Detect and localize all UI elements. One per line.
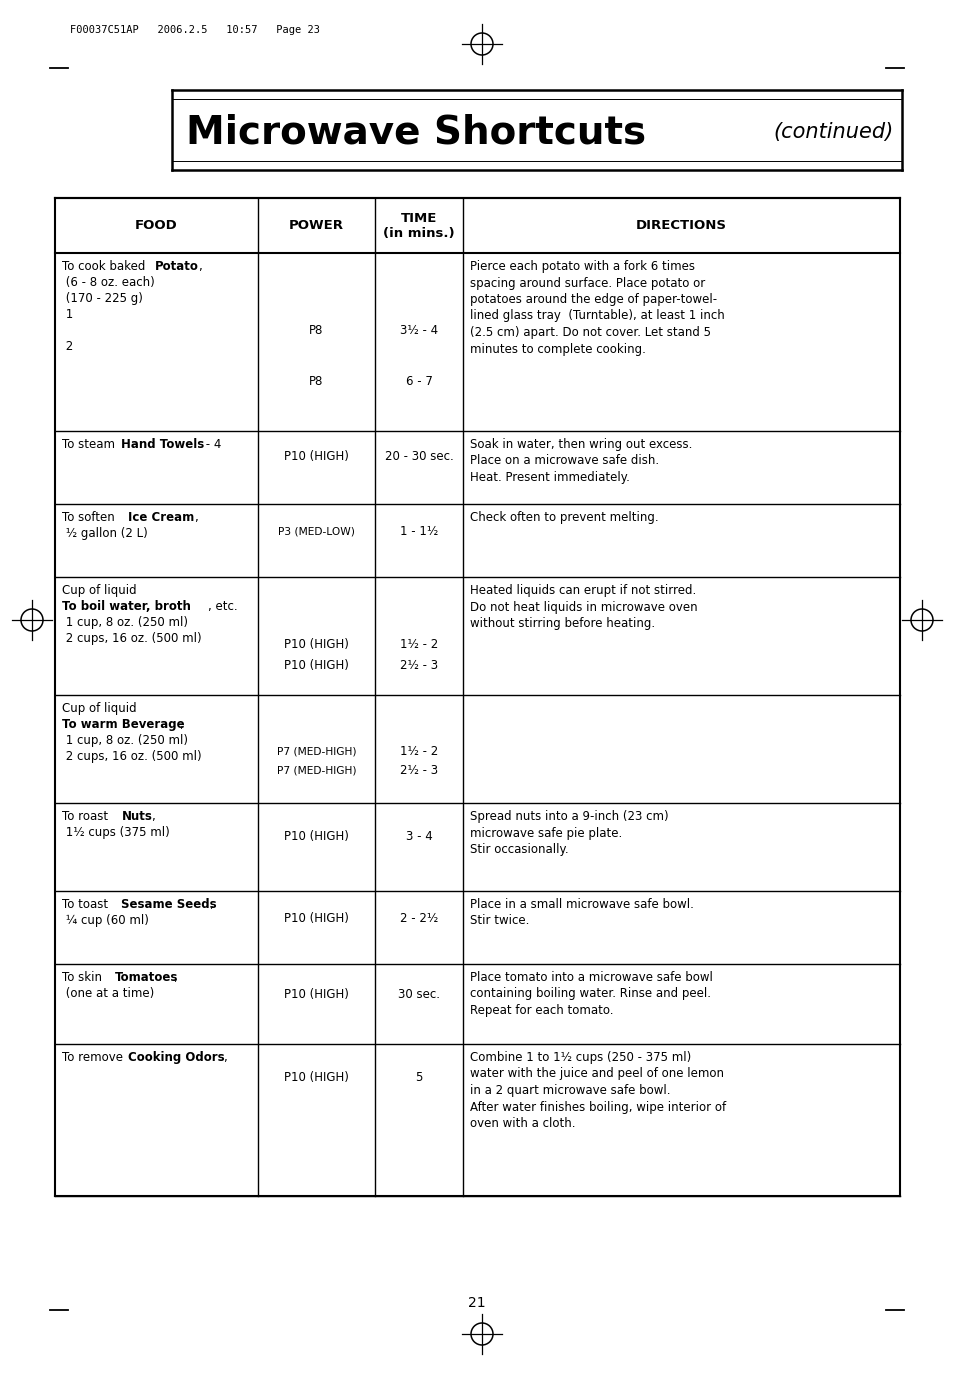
Text: Cooking Odors: Cooking Odors xyxy=(128,1051,225,1064)
Text: , etc.: , etc. xyxy=(208,600,237,613)
Text: P10 (HIGH): P10 (HIGH) xyxy=(284,830,349,844)
Text: 1: 1 xyxy=(62,308,73,321)
Text: 2: 2 xyxy=(62,340,73,353)
Text: Pierce each potato with a fork 6 times
spacing around surface. Place potato or
p: Pierce each potato with a fork 6 times s… xyxy=(470,260,724,355)
Text: To roast: To roast xyxy=(62,810,112,823)
Text: POWER: POWER xyxy=(289,219,344,232)
Text: ½ gallon (2 L): ½ gallon (2 L) xyxy=(62,527,148,539)
Text: 5: 5 xyxy=(415,1070,422,1084)
Text: To cook baked: To cook baked xyxy=(62,260,149,272)
Text: 1 cup, 8 oz. (250 ml): 1 cup, 8 oz. (250 ml) xyxy=(62,615,188,629)
Text: 2 - 2½: 2 - 2½ xyxy=(399,913,437,925)
Text: TIME
(in mins.): TIME (in mins.) xyxy=(383,212,455,239)
Text: 30 sec.: 30 sec. xyxy=(397,987,439,1001)
Text: To toast: To toast xyxy=(62,898,112,911)
Text: ,: , xyxy=(151,810,154,823)
Text: Cup of liquid: Cup of liquid xyxy=(62,703,136,715)
Text: (6 - 8 oz. each): (6 - 8 oz. each) xyxy=(62,277,154,289)
Text: 1 - 1½: 1 - 1½ xyxy=(399,526,437,538)
Text: Spread nuts into a 9-inch (23 cm)
microwave safe pie plate.
Stir occasionally.: Spread nuts into a 9-inch (23 cm) microw… xyxy=(470,810,668,856)
Text: - 4: - 4 xyxy=(202,438,221,451)
Text: Nuts: Nuts xyxy=(121,810,152,823)
Text: (170 - 225 g): (170 - 225 g) xyxy=(62,292,143,304)
Text: To remove: To remove xyxy=(62,1051,127,1064)
Text: 6 - 7: 6 - 7 xyxy=(405,375,432,387)
Text: P8: P8 xyxy=(309,375,323,387)
Text: F00037C51AP   2006.2.5   10:57   Page 23: F00037C51AP 2006.2.5 10:57 Page 23 xyxy=(70,25,319,35)
Text: P7 (MED-HIGH): P7 (MED-HIGH) xyxy=(276,747,355,757)
Text: To skin: To skin xyxy=(62,971,106,983)
Text: To steam: To steam xyxy=(62,438,118,451)
Text: 1 cup, 8 oz. (250 ml): 1 cup, 8 oz. (250 ml) xyxy=(62,734,188,747)
Text: To warm Beverage: To warm Beverage xyxy=(62,718,185,732)
Text: ,: , xyxy=(179,718,183,732)
Text: 2½ - 3: 2½ - 3 xyxy=(399,660,437,672)
Text: P8: P8 xyxy=(309,324,323,337)
Text: 2½ - 3: 2½ - 3 xyxy=(399,763,437,777)
Text: P10 (HIGH): P10 (HIGH) xyxy=(284,1070,349,1084)
Text: ¼ cup (60 ml): ¼ cup (60 ml) xyxy=(62,914,149,927)
Text: Sesame Seeds: Sesame Seeds xyxy=(121,898,217,911)
Text: P10 (HIGH): P10 (HIGH) xyxy=(284,449,349,463)
Text: Ice Cream: Ice Cream xyxy=(128,510,194,524)
Text: ,: , xyxy=(193,510,197,524)
Text: Combine 1 to 1½ cups (250 - 375 ml)
water with the juice and peel of one lemon
i: Combine 1 to 1½ cups (250 - 375 ml) wate… xyxy=(470,1051,725,1130)
Text: P10 (HIGH): P10 (HIGH) xyxy=(284,660,349,672)
Text: P10 (HIGH): P10 (HIGH) xyxy=(284,913,349,925)
Text: 3 - 4: 3 - 4 xyxy=(405,830,432,844)
Text: (one at a time): (one at a time) xyxy=(62,987,154,1000)
Text: To boil water, broth: To boil water, broth xyxy=(62,600,191,613)
Text: P7 (MED-HIGH): P7 (MED-HIGH) xyxy=(276,766,355,776)
Text: P10 (HIGH): P10 (HIGH) xyxy=(284,638,349,651)
Text: Tomatoes: Tomatoes xyxy=(114,971,178,983)
Text: P3 (MED-LOW): P3 (MED-LOW) xyxy=(277,527,355,537)
Text: 2 cups, 16 oz. (500 ml): 2 cups, 16 oz. (500 ml) xyxy=(62,750,201,763)
Text: Cup of liquid: Cup of liquid xyxy=(62,584,136,597)
Text: Hand Towels: Hand Towels xyxy=(121,438,205,451)
Text: Heated liquids can erupt if not stirred.
Do not heat liquids in microwave oven
w: Heated liquids can erupt if not stirred.… xyxy=(470,584,697,631)
Text: FOOD: FOOD xyxy=(135,219,177,232)
Text: Microwave Shortcuts: Microwave Shortcuts xyxy=(186,113,645,151)
Text: Soak in water, then wring out excess.
Place on a microwave safe dish.
Heat. Pres: Soak in water, then wring out excess. Pl… xyxy=(470,438,692,484)
Text: 21: 21 xyxy=(468,1296,485,1310)
Text: 1½ - 2: 1½ - 2 xyxy=(399,744,437,758)
Text: 2 cups, 16 oz. (500 ml): 2 cups, 16 oz. (500 ml) xyxy=(62,632,201,644)
Text: ,: , xyxy=(173,971,177,983)
Text: P10 (HIGH): P10 (HIGH) xyxy=(284,987,349,1001)
Text: To soften: To soften xyxy=(62,510,118,524)
Text: ,: , xyxy=(209,898,213,911)
Text: 3½ - 4: 3½ - 4 xyxy=(399,324,437,337)
Text: ,: , xyxy=(223,1051,227,1064)
Text: ,: , xyxy=(198,260,202,272)
Text: Place in a small microwave safe bowl.
Stir twice.: Place in a small microwave safe bowl. St… xyxy=(470,898,693,928)
Text: 1½ cups (375 ml): 1½ cups (375 ml) xyxy=(62,826,170,839)
Text: Potato: Potato xyxy=(154,260,198,272)
Text: 20 - 30 sec.: 20 - 30 sec. xyxy=(384,449,453,463)
Text: (continued): (continued) xyxy=(773,122,893,142)
Text: Check often to prevent melting.: Check often to prevent melting. xyxy=(470,510,658,524)
Text: 1½ - 2: 1½ - 2 xyxy=(399,638,437,651)
Text: DIRECTIONS: DIRECTIONS xyxy=(636,219,726,232)
Text: Place tomato into a microwave safe bowl
containing boiling water. Rinse and peel: Place tomato into a microwave safe bowl … xyxy=(470,971,712,1017)
